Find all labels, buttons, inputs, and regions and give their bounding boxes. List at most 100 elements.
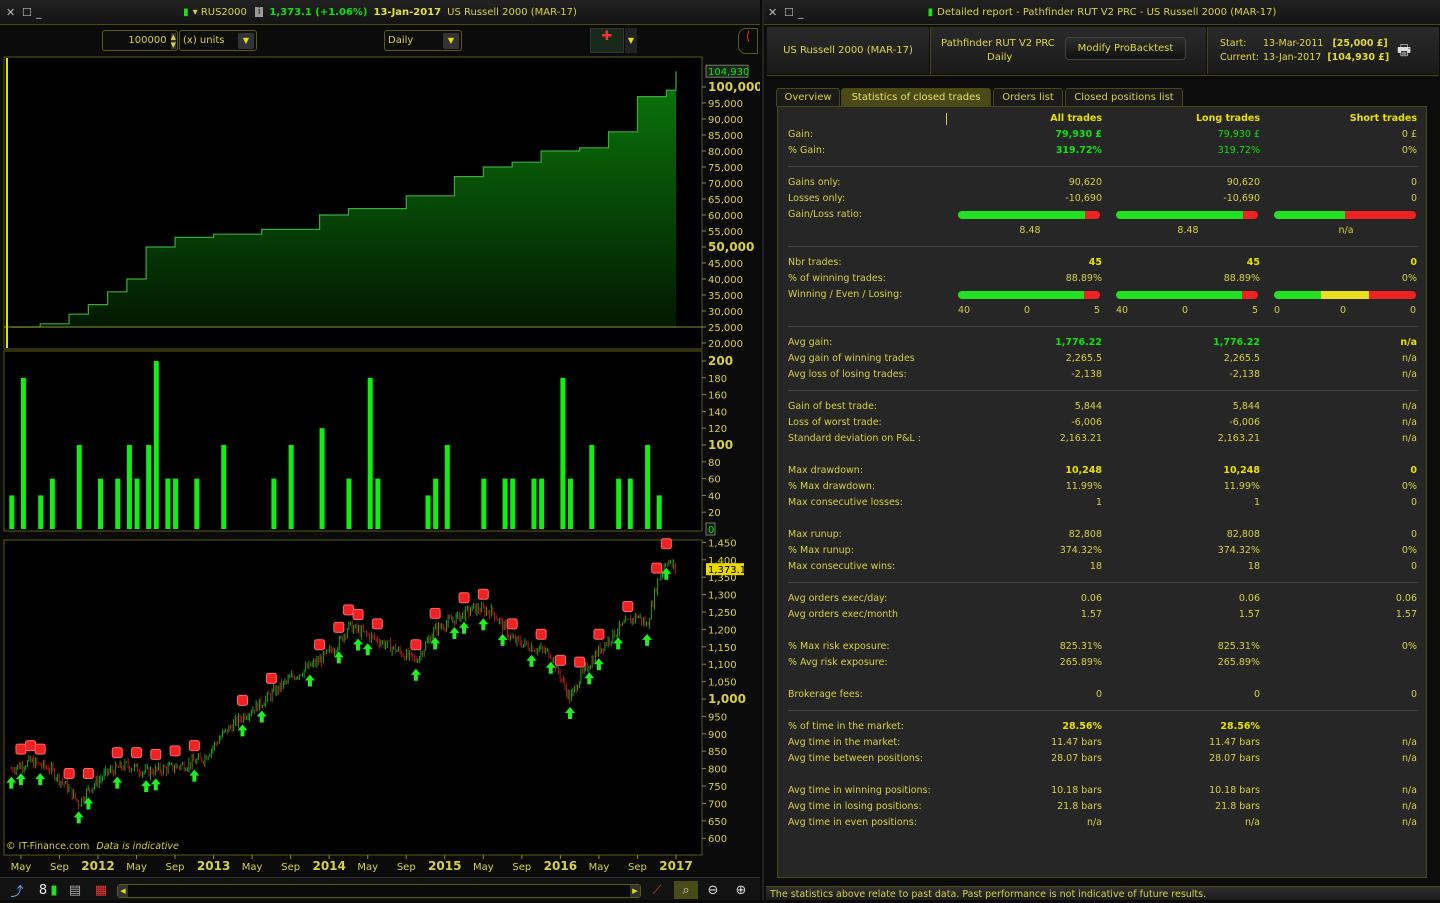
info-icon[interactable]: i <box>254 7 264 17</box>
modify-probacktest-button[interactable]: Modify ProBacktest <box>1065 37 1186 60</box>
orders-icon[interactable]: ▦ <box>94 882 108 898</box>
current-date: 13-Jan-2017 <box>1263 52 1322 63</box>
report-window: ✕ ☐ _ ▮ Detailed report - Pathfinder RUT… <box>762 0 1440 900</box>
histogram-panel <box>3 350 703 532</box>
stat-value: n/a <box>1401 417 1417 428</box>
entry-arrow <box>661 567 672 580</box>
histogram-bar <box>510 478 516 529</box>
histogram-bar <box>346 478 352 529</box>
chart-area[interactable]: 20,000 25,000 30,000 35,000 40,000 45,000 50,0… <box>0 0 760 900</box>
chart-titlebar: ✕ ☐ _ ▮ ▾ RUS2000 i 1,373.1 (+1.06%) 13-… <box>0 0 760 25</box>
tab-orders-list[interactable]: Orders list <box>993 88 1063 106</box>
period-value: Daily <box>388 35 414 46</box>
stat-row: % of time in the market: 28.56% 28.56% <box>788 719 1418 735</box>
chevron-down-icon[interactable]: ▼ <box>625 28 637 53</box>
entry-arrow <box>6 776 17 789</box>
stat-row: % of winning trades: 88.89% 88.89% 0% <box>788 271 1418 287</box>
stat-value: 88.89% <box>1223 273 1260 284</box>
equity-tick-label: 50,000 <box>708 240 754 254</box>
minimize-icon[interactable]: _ <box>36 6 42 19</box>
close-icon[interactable]: ✕ <box>768 6 778 19</box>
chart-type-icon[interactable]: 8 <box>38 882 48 898</box>
tab-overview[interactable]: Overview <box>776 88 840 106</box>
indicators-icon[interactable]: ▤ <box>68 882 82 898</box>
stat-value: n/a <box>1401 801 1417 812</box>
stat-row: Gains only: 90,620 90,620 0 <box>788 175 1418 191</box>
histogram-tick-label: 60 <box>708 475 721 486</box>
scroll-right-icon[interactable]: ▶ <box>630 885 640 897</box>
maximize-icon[interactable]: ☐ <box>22 6 32 19</box>
current-equity-label: 104,930 <box>708 67 749 78</box>
stat-value: 0.06 <box>1238 593 1260 604</box>
stat-value: 0 <box>1253 689 1260 700</box>
stat-label: Avg loss of losing trades: <box>788 369 907 380</box>
stat-label: Avg time in winning positions: <box>788 785 931 796</box>
entry-arrow <box>333 651 344 664</box>
add-indicator-icon[interactable]: ✚ <box>590 28 624 53</box>
equity-tick-label: 95,000 <box>708 99 743 110</box>
exit-marker <box>429 607 441 619</box>
scroll-left-icon[interactable]: ◀ <box>118 885 128 897</box>
stat-value: -6,006 <box>1071 417 1102 428</box>
quantity-value: 100000 <box>128 35 167 46</box>
stat-label: Winning / Even / Losing: <box>788 289 903 300</box>
date-tick-label: Sep <box>628 862 647 873</box>
stat-label: Gain/Loss ratio: <box>788 209 863 220</box>
stat-value: -10,690 <box>1223 193 1260 204</box>
symbol-dropdown[interactable]: ▾ RUS2000 <box>192 6 247 18</box>
section-divider <box>788 710 1418 711</box>
exit-marker <box>535 628 547 640</box>
printer-icon[interactable]: 🖶 <box>1397 41 1412 59</box>
collapse-panel-icon[interactable]: ⟨ <box>738 28 758 54</box>
ratio-bar-segment <box>1274 211 1345 219</box>
exit-marker <box>352 609 364 621</box>
maximize-icon[interactable]: ☐ <box>784 6 794 19</box>
stat-row: Avg gain of winning trades 2,265.5 2,265.5… <box>788 351 1418 367</box>
tab-closed-positions-list[interactable]: Closed positions list <box>1065 88 1183 106</box>
copyright-text: © IT-Finance.com <box>6 841 90 852</box>
drawing-tools-icon[interactable]: ⟋ <box>652 882 662 898</box>
equity-tick-label: 40,000 <box>708 275 743 286</box>
stat-value: 0 <box>1095 689 1102 700</box>
column-resize-handle[interactable] <box>946 113 947 125</box>
stat-value: -2,138 <box>1229 369 1260 380</box>
units-select[interactable]: (x) units ▼ <box>179 30 257 51</box>
export-icon[interactable]: ⤴ <box>10 884 24 900</box>
stat-label: Avg time in the market: <box>788 737 901 748</box>
quantity-stepper[interactable]: 100000 ▲ ▼ <box>102 30 178 51</box>
date-tick-label: May <box>357 862 378 873</box>
candlestick-icon: ▮ <box>927 6 934 18</box>
stepper-arrows-icon[interactable]: ▲ ▼ <box>170 32 176 49</box>
period-select[interactable]: Daily ▼ <box>384 30 462 51</box>
stat-value: 319.72% <box>1217 145 1260 156</box>
zoom-out-icon[interactable]: ⊖ <box>707 882 719 898</box>
ratio-bar-segment <box>958 291 1085 299</box>
zoom-select-icon[interactable]: ⌕ <box>674 881 698 899</box>
exit-marker <box>188 740 200 752</box>
minimize-icon[interactable]: _ <box>798 6 804 19</box>
ratio-bar-segment <box>1368 291 1416 299</box>
date-tick-label: Sep <box>281 862 300 873</box>
price-tick-label: 700 <box>708 799 727 810</box>
stat-row: Avg orders exec/day: 0.06 0.06 0.06 <box>788 591 1418 607</box>
price-tick-label: 600 <box>708 834 727 845</box>
equity-tick-label: 35,000 <box>708 291 743 302</box>
histogram-bar <box>433 478 439 529</box>
date-tick-label: May <box>473 862 494 873</box>
histogram-bar <box>173 478 179 529</box>
equity-line <box>11 71 677 328</box>
stat-value: 374.32% <box>1059 545 1102 556</box>
histogram-tick-label: 120 <box>708 424 727 435</box>
entry-arrow <box>83 797 94 810</box>
equity-tick-label: 55,000 <box>708 227 743 238</box>
candlestick-icon[interactable]: ▮ <box>50 882 58 898</box>
histogram-bar <box>146 445 152 529</box>
tab-statistics-closed-trades[interactable]: Statistics of closed trades <box>841 88 991 106</box>
entry-arrow <box>15 773 26 786</box>
stat-row: % Max drawdown: 11.99% 11.99% 0% <box>788 479 1418 495</box>
horizontal-scrollbar[interactable]: ◀ ▶ <box>117 884 641 898</box>
close-icon[interactable]: ✕ <box>6 6 16 19</box>
stat-value: 2,163.21 <box>1059 433 1102 444</box>
stat-row: Max drawdown: 10,248 10,248 0 <box>788 463 1418 479</box>
zoom-in-icon[interactable]: ⊕ <box>735 882 747 898</box>
